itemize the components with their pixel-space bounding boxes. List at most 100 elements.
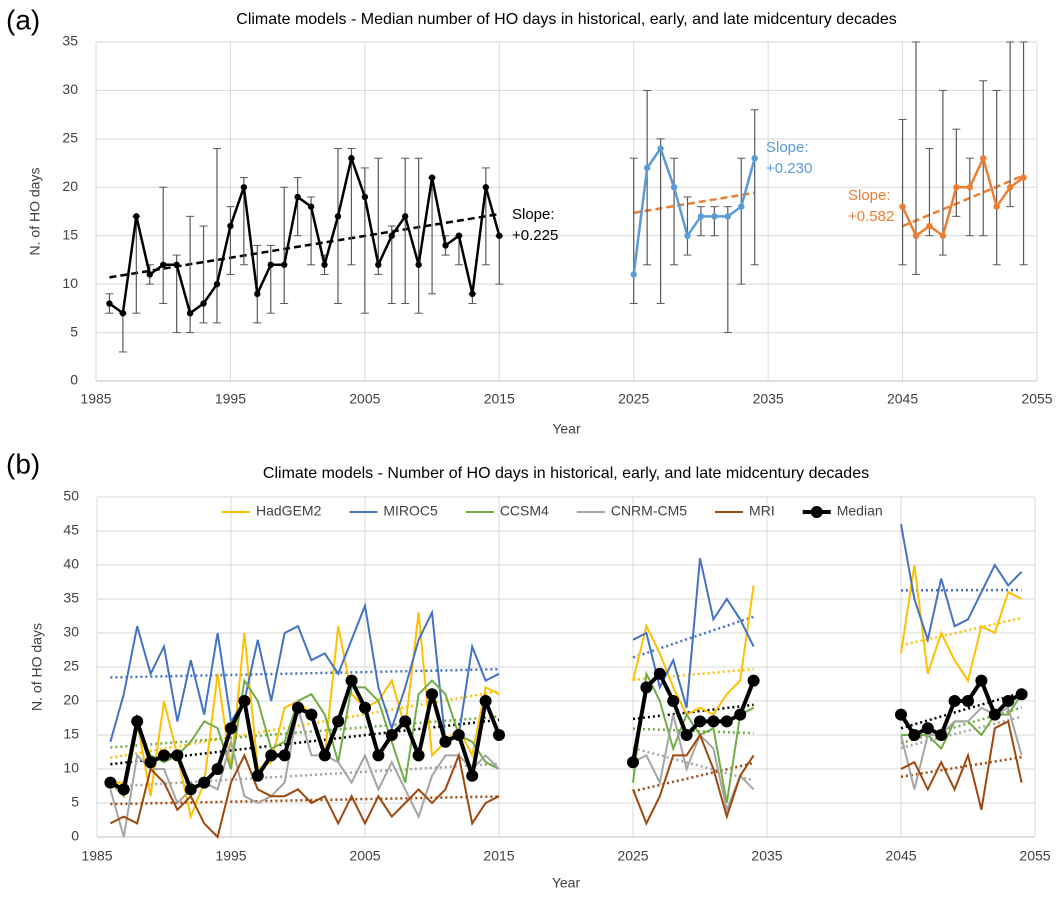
data-point: [694, 715, 706, 727]
data-point: [1007, 184, 1013, 190]
chart-title: Climate models - Number of HO days in hi…: [263, 465, 869, 482]
y-tick-label: 50: [63, 488, 79, 504]
data-point: [225, 722, 237, 734]
data-point: [348, 155, 354, 161]
data-point: [426, 688, 438, 700]
data-point: [386, 729, 398, 741]
data-point: [899, 203, 905, 209]
data-line: [634, 149, 755, 275]
x-tick-label: 2005: [349, 391, 380, 407]
data-point: [922, 722, 934, 734]
data-point: [335, 213, 341, 219]
data-point: [359, 702, 371, 714]
data-point: [993, 203, 999, 209]
data-point: [707, 715, 719, 727]
data-point: [346, 675, 358, 687]
x-tick-label: 2025: [617, 848, 648, 864]
data-point: [913, 233, 919, 239]
data-point: [279, 749, 291, 761]
data-point: [171, 749, 183, 761]
data-point: [402, 213, 408, 219]
data-point: [362, 194, 368, 200]
annotation-line: +0.225: [512, 227, 558, 244]
data-point: [631, 271, 637, 277]
x-tick-label: 2045: [887, 391, 918, 407]
y-axis-title: N. of HO days: [27, 168, 43, 256]
data-point: [698, 213, 704, 219]
y-tick-label: 25: [62, 130, 78, 146]
data-point: [748, 675, 760, 687]
y-tick-label: 30: [62, 81, 78, 97]
x-tick-label: 1985: [80, 391, 111, 407]
legend-label: CCSM4: [500, 503, 549, 519]
data-point: [466, 770, 478, 782]
data-point: [375, 262, 381, 268]
annotation-line: Slope:: [512, 206, 555, 223]
panel-label: (b): [6, 448, 40, 479]
data-point: [252, 770, 264, 782]
data-point: [975, 675, 987, 687]
data-point: [940, 233, 946, 239]
y-tick-label: 10: [63, 760, 79, 776]
y-tick-label: 5: [70, 323, 78, 339]
data-point: [681, 729, 693, 741]
y-tick-label: 0: [70, 372, 78, 388]
data-point: [711, 213, 717, 219]
data-point: [908, 729, 920, 741]
data-point: [453, 729, 465, 741]
y-tick-label: 35: [62, 33, 78, 49]
data-point: [640, 681, 652, 693]
data-point: [158, 749, 170, 761]
data-point: [200, 300, 206, 306]
y-axis-title: N. of HO days: [29, 623, 45, 711]
panel-label: (a): [6, 4, 40, 35]
data-point: [198, 777, 210, 789]
data-point: [627, 756, 639, 768]
data-point: [389, 233, 395, 239]
annotation-line: +0.582: [848, 208, 894, 225]
data-point: [187, 310, 193, 316]
y-tick-label: 10: [62, 275, 78, 291]
data-point: [106, 300, 112, 306]
x-tick-label: 2025: [618, 391, 649, 407]
x-axis-title: Year: [552, 421, 581, 437]
y-tick-label: 15: [63, 726, 79, 742]
data-point: [308, 203, 314, 209]
data-point: [131, 715, 143, 727]
data-point: [949, 695, 961, 707]
data-point: [738, 203, 744, 209]
x-tick-label: 2015: [483, 848, 514, 864]
annotation-line: Slope:: [766, 139, 809, 156]
data-line: [901, 708, 1022, 790]
trend-line: [633, 669, 754, 680]
y-tick-label: 15: [62, 226, 78, 242]
data-point: [926, 223, 932, 229]
data-point: [667, 695, 679, 707]
y-tick-label: 20: [63, 692, 79, 708]
x-tick-label: 1985: [81, 848, 112, 864]
x-tick-label: 2015: [484, 391, 515, 407]
data-point: [980, 155, 986, 161]
data-point: [721, 715, 733, 727]
data-line: [903, 158, 1024, 235]
x-tick-label: 2035: [751, 848, 782, 864]
data-point: [147, 271, 153, 277]
legend-label: HadGEM2: [256, 503, 322, 519]
legend-label: MRI: [749, 503, 775, 519]
data-point: [173, 262, 179, 268]
trend-line: [903, 175, 1024, 226]
data-point: [429, 174, 435, 180]
data-point: [442, 242, 448, 248]
x-tick-label: 2005: [349, 848, 380, 864]
data-point: [734, 709, 746, 721]
data-point: [752, 155, 758, 161]
data-line: [901, 681, 1022, 735]
data-point: [185, 783, 197, 795]
x-axis-title: Year: [552, 875, 581, 891]
data-point: [145, 756, 157, 768]
data-point: [644, 165, 650, 171]
y-tick-label: 45: [63, 522, 79, 538]
y-tick-label: 30: [63, 624, 79, 640]
data-point: [212, 763, 224, 775]
